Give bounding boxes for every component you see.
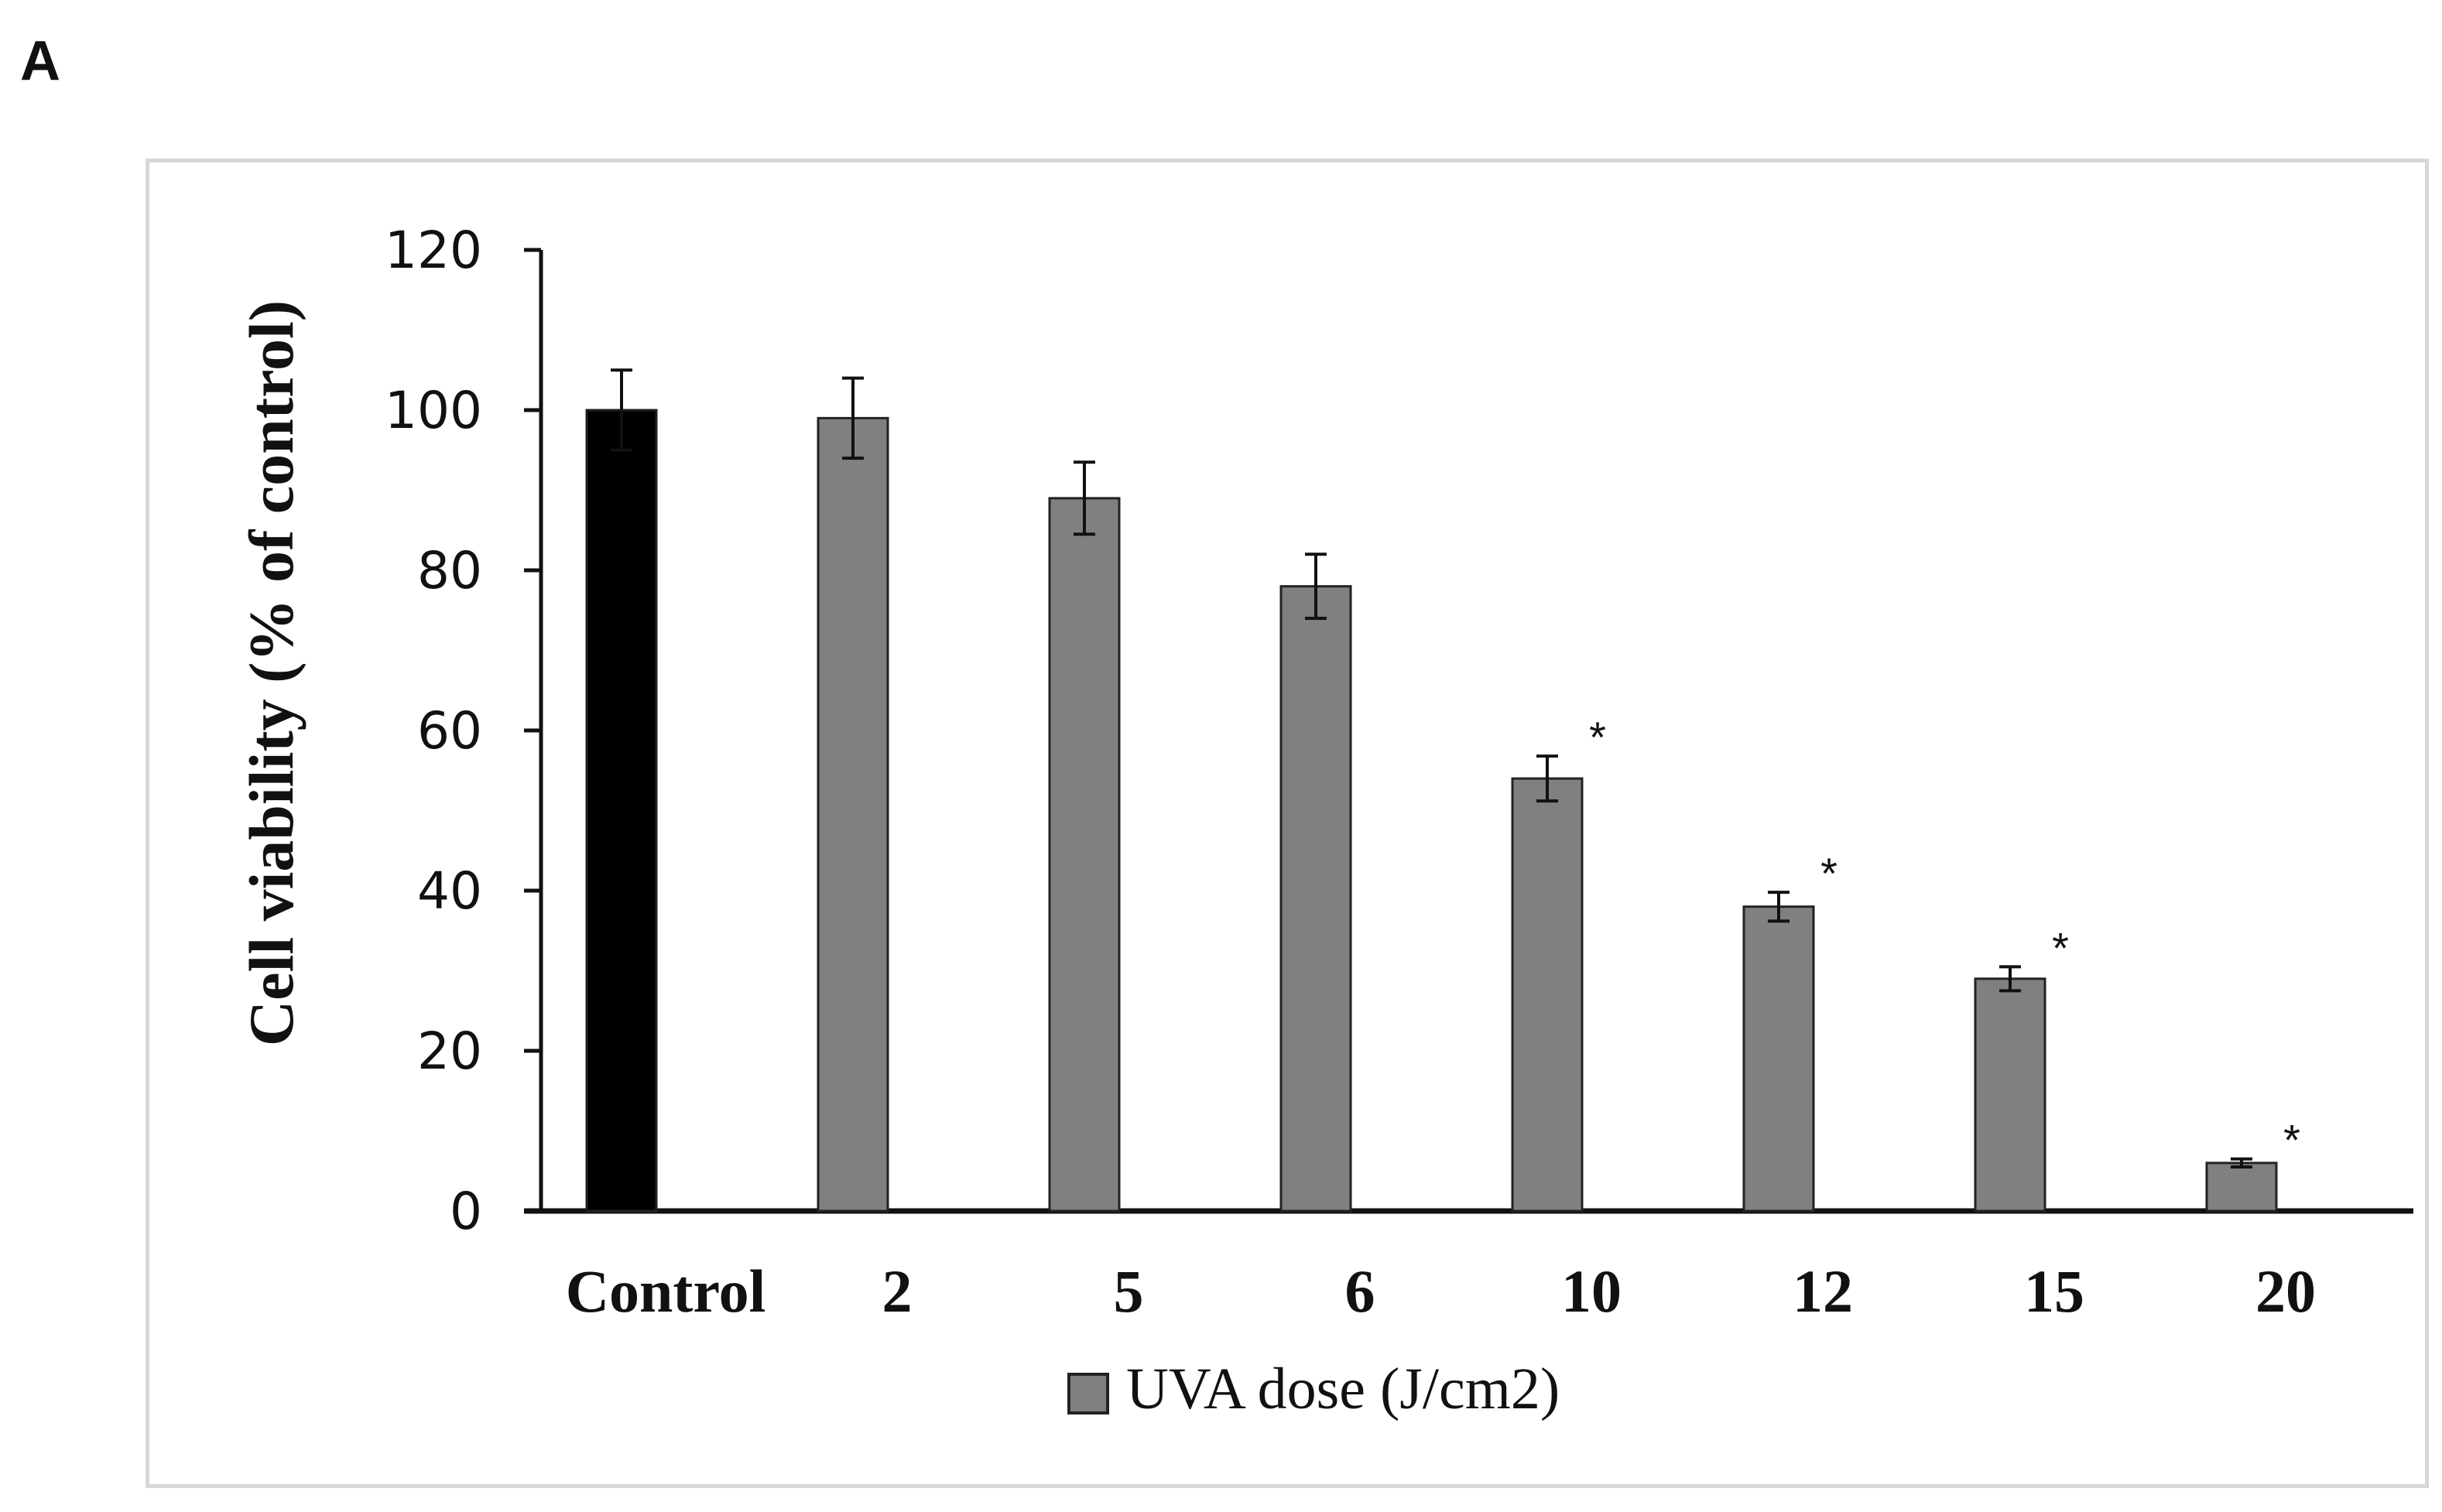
x-category-label: Control <box>566 1257 766 1325</box>
bar-12 <box>1742 905 1815 1213</box>
legend: UVA dose (J/cm2) <box>1067 1356 1560 1421</box>
bars-group <box>585 368 2278 1213</box>
y-tick-label: 0 <box>450 1182 482 1241</box>
significance-marker: * <box>1820 849 1837 898</box>
y-tick-label: 120 <box>385 221 482 280</box>
y-tick-label: 60 <box>417 701 482 761</box>
x-category-label: 15 <box>2024 1257 2084 1325</box>
bar-control <box>585 409 658 1213</box>
y-tick-label: 20 <box>417 1021 482 1081</box>
bar-5 <box>1048 497 1121 1213</box>
bar-chart: 0 20 40 60 80 100 120 Control 2 5 6 10 * 12 * 15 * 20 * Ce… <box>236 221 2413 1421</box>
x-category-label: 6 <box>1345 1257 1375 1325</box>
legend-label: UVA dose (J/cm2) <box>1126 1356 1560 1421</box>
chart-frame: 0 20 40 60 80 100 120 Control 2 5 6 10 * 12 * 15 * 20 * Ce… <box>146 159 2429 1488</box>
x-category-label: 20 <box>2255 1257 2316 1325</box>
x-category-label: 5 <box>1114 1257 1144 1325</box>
legend-swatch <box>1067 1373 1109 1415</box>
bar-15 <box>1974 977 2046 1213</box>
significance-marker: * <box>1589 713 1606 761</box>
y-tick-label: 40 <box>417 861 482 921</box>
significance-marker: * <box>2052 923 2069 972</box>
bar-2 <box>817 416 889 1213</box>
x-category-label: 10 <box>1561 1257 1622 1325</box>
panel-label: A <box>20 30 60 92</box>
y-tick-label: 80 <box>417 541 482 600</box>
x-category-label: 12 <box>1793 1257 1853 1325</box>
bar-20 <box>2205 1161 2278 1213</box>
significance-marker: * <box>2283 1116 2300 1165</box>
y-axis-label: Cell viability (% of control) <box>236 300 307 1046</box>
bar-10 <box>1511 777 1584 1213</box>
axes <box>524 248 2413 1214</box>
x-category-label: 2 <box>882 1257 913 1325</box>
labels-group: 0 20 40 60 80 100 120 Control 2 5 6 10 * 12 * 15 * 20 * <box>385 221 2316 1325</box>
y-tick-label: 100 <box>385 381 482 440</box>
bar-6 <box>1279 585 1352 1213</box>
